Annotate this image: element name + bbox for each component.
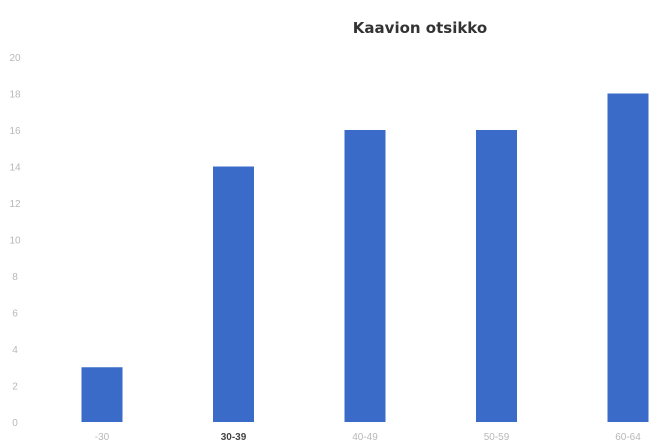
y-tick-label: 10 <box>9 236 21 247</box>
x-axis: -30 30-39 40-49 50-59 60-64 <box>95 432 641 443</box>
y-tick-label: 14 <box>9 163 21 174</box>
y-tick-label: 2 <box>12 382 18 393</box>
bar-series <box>81 93 649 422</box>
y-tick-label: 0 <box>12 418 18 429</box>
y-tick-label: 12 <box>9 199 21 210</box>
chart-title: Kaavion otsikko <box>353 19 487 37</box>
bar--30 <box>81 367 123 422</box>
y-axis: 0 2 4 6 8 10 12 14 16 18 20 <box>9 53 21 429</box>
x-tick-label: 50-59 <box>484 432 510 443</box>
bar-40-49 <box>344 130 386 422</box>
y-tick-label: 6 <box>12 309 18 320</box>
bar-60-64 <box>607 93 649 422</box>
bar-30-39 <box>213 166 254 422</box>
y-tick-label: 18 <box>9 90 21 101</box>
x-tick-label: 40-49 <box>352 432 378 443</box>
y-tick-label: 20 <box>9 53 21 64</box>
x-tick-label: 30-39 <box>221 432 247 443</box>
x-tick-label: 60-64 <box>615 432 641 443</box>
y-tick-label: 16 <box>9 126 21 137</box>
y-tick-label: 8 <box>12 272 18 283</box>
bar-50-59 <box>476 130 517 422</box>
x-tick-label: -30 <box>95 432 110 443</box>
y-tick-label: 4 <box>12 345 18 356</box>
